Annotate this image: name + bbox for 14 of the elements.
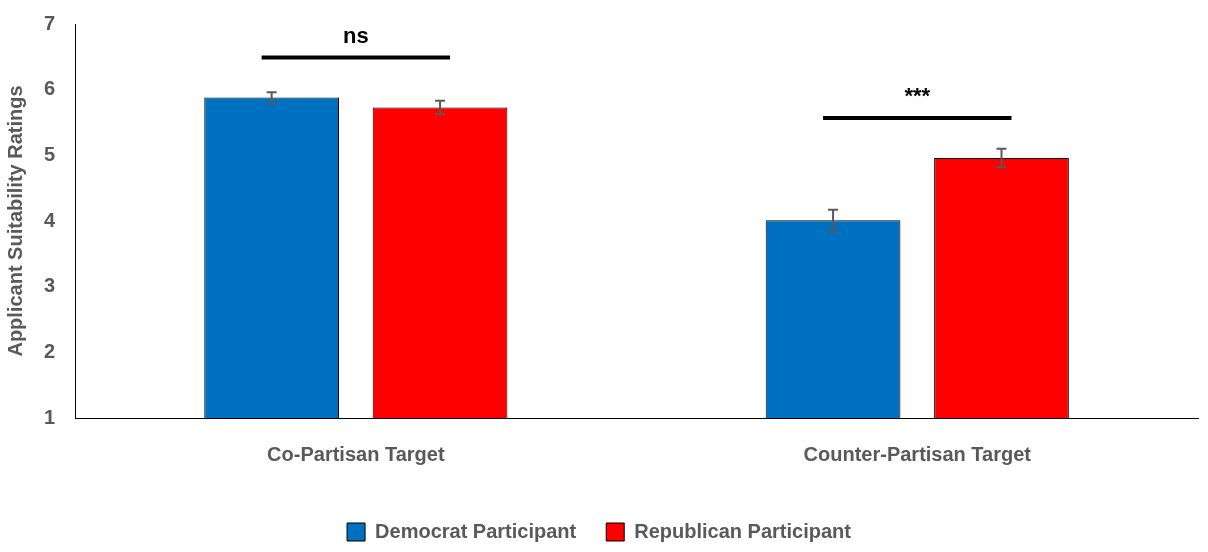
y-tick-label: 7 [44,11,56,34]
y-tick-label: 4 [44,208,56,231]
legend-label: Democrat Participant [375,519,577,542]
y-tick-label: 5 [44,142,56,165]
annotation: ns [343,22,369,48]
annotation: *** [904,83,931,109]
legend-label: Republican Participant [634,519,852,542]
y-tick-label: 1 [44,405,56,428]
y-tick-label: 2 [44,339,56,362]
y-tick-label: 3 [44,274,56,297]
y-axis-title: Applicant Suitability Ratings [3,85,26,357]
y-tick-label: 6 [44,77,56,100]
x-tick-label: Counter-Partisan Target [803,442,1032,465]
x-tick-label: Co-Partisan Target [267,442,445,465]
